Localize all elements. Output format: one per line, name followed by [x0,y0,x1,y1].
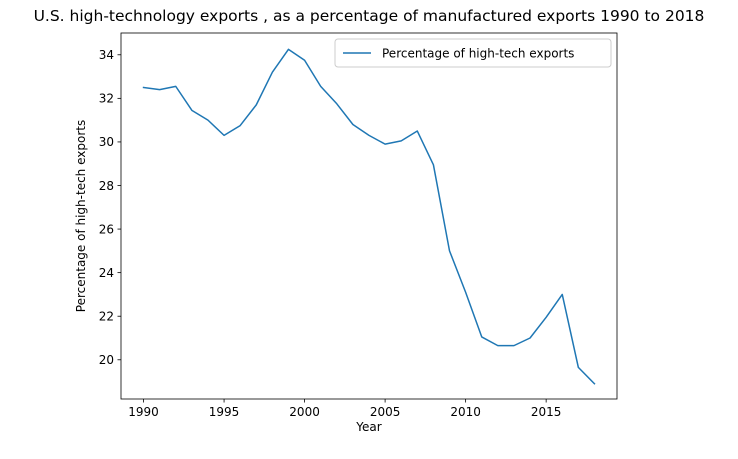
plot-area: 1990 1995 2000 2005 2010 2015 20 22 24 26 28 30 32 34 [99,32,618,419]
x-axis-label: Year [355,420,381,434]
x-tick-label: 2000 [289,405,320,419]
x-tick-label: 2015 [531,405,562,419]
x-tick-label: 2010 [450,405,481,419]
y-tick-label: 30 [99,135,114,149]
series-line-0 [142,48,596,385]
x-tick-label: 1990 [128,405,159,419]
y-tick-label: 32 [99,92,114,106]
legend: Percentage of high-tech exports [334,38,612,68]
y-tick-label: 20 [99,353,114,367]
y-tick-label: 22 [99,310,114,324]
legend-box [334,38,612,68]
y-tick-label: 24 [99,266,114,280]
y-tick-label: 26 [99,222,114,236]
axes-frame [120,32,618,400]
y-axis-label: Percentage of high-tech exports [74,120,88,312]
y-tick-label: 28 [99,179,114,193]
x-tick-label: 2005 [370,405,401,419]
y-tick-label: 34 [99,48,114,62]
chart-title: U.S. high-technology exports , as a perc… [34,7,705,25]
legend-entry-label: Percentage of high-tech exports [382,46,574,60]
x-tick-label: 1995 [209,405,240,419]
